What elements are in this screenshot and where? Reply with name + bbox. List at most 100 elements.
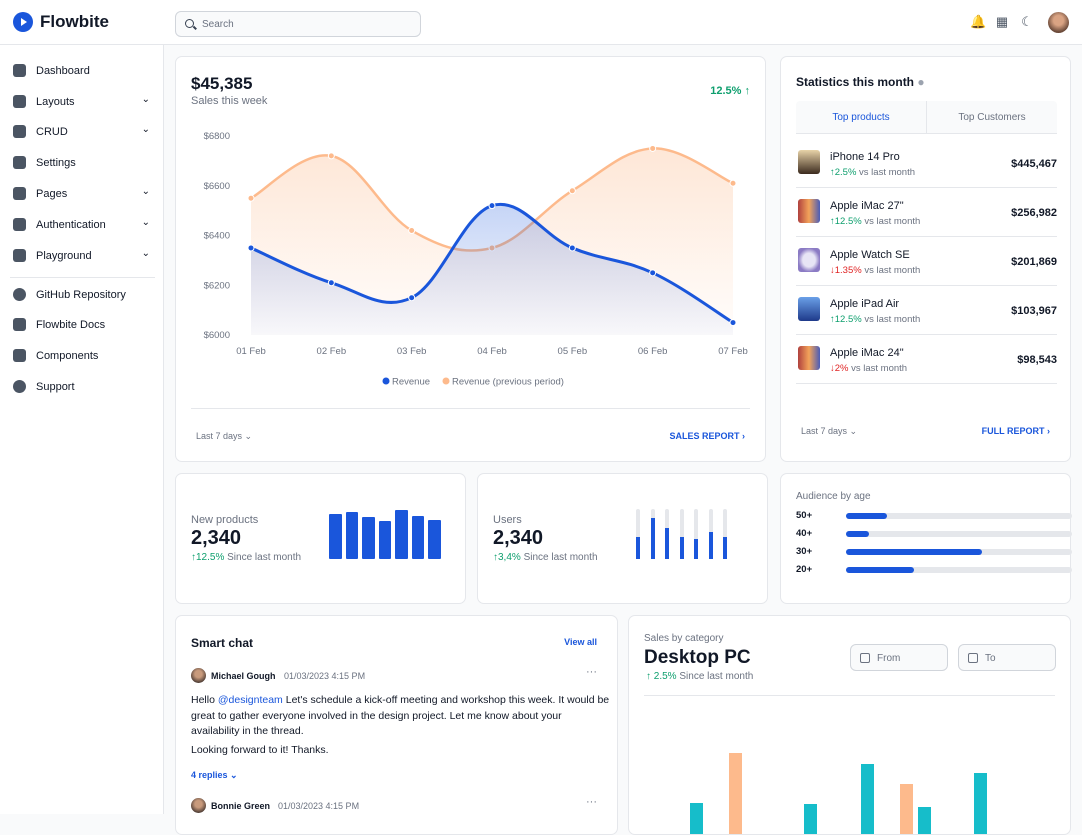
product-name: Apple Watch SE <box>830 249 910 261</box>
users-bar <box>723 537 727 559</box>
users-label: Users <box>493 514 522 526</box>
sidebar-link-0[interactable]: GitHub Repository <box>12 283 154 307</box>
product-image <box>798 248 820 272</box>
product-change: ↓2% vs last month <box>830 363 907 374</box>
sidebar-link-1[interactable]: Flowbite Docs <box>12 313 154 337</box>
sidebar-link-2[interactable]: Components <box>12 344 154 368</box>
sidebar-item-pages[interactable]: Pages ⌄ <box>12 182 154 206</box>
from-date-input[interactable]: From <box>850 644 948 671</box>
legend-label[interactable]: Revenue (previous period) <box>452 377 564 388</box>
chevron-down-icon: ⌄ <box>849 426 858 436</box>
bonnie-avatar <box>191 798 206 813</box>
age-bar-fill <box>846 531 869 537</box>
x-tick-label: 04 Feb <box>477 346 507 357</box>
data-point[interactable] <box>649 144 657 152</box>
message-author: Michael Gough <box>211 671 276 681</box>
product-row: iPhone 14 Pro ↑2.5% vs last month $445,467 <box>796 139 1057 188</box>
sidebar-item-label: Playground <box>36 250 92 262</box>
product-change-note: vs last month <box>864 265 921 276</box>
age-bar-track <box>846 567 1072 573</box>
data-point[interactable] <box>729 179 737 187</box>
lock-icon <box>13 218 26 231</box>
category-bar-orange <box>900 784 913 834</box>
sidebar-item-settings[interactable]: Settings <box>12 151 154 175</box>
product-change-note: vs last month <box>851 363 908 374</box>
tab-top-products[interactable]: Top products <box>832 112 890 123</box>
info-icon[interactable]: ● <box>917 75 925 89</box>
product-change-value: 2% <box>834 363 849 374</box>
message-greeting: Hello <box>191 694 215 706</box>
product-name: Apple iPad Air <box>830 298 900 310</box>
data-point[interactable] <box>247 194 255 202</box>
users-bar-track <box>650 509 655 559</box>
data-point[interactable] <box>327 279 335 287</box>
data-point[interactable] <box>247 244 255 252</box>
product-image <box>798 346 820 370</box>
new-products-label: New products <box>191 514 259 526</box>
data-point[interactable] <box>408 227 416 235</box>
arrow-up-icon: ↑ <box>646 671 651 682</box>
tab-top-customers[interactable]: Top Customers <box>958 112 1026 123</box>
product-value: $103,967 <box>1011 305 1057 317</box>
to-placeholder: To <box>985 653 996 664</box>
sales-by-category-card: Sales by category Desktop PC ↑ 2.5% Sinc… <box>628 615 1071 835</box>
data-point[interactable] <box>649 269 657 277</box>
product-image <box>798 297 820 321</box>
data-point[interactable] <box>568 187 576 195</box>
flowbite-logo-icon[interactable] <box>13 12 33 32</box>
sidebar-item-layouts[interactable]: Layouts ⌄ <box>12 90 154 114</box>
users-bar-track <box>694 509 698 559</box>
apps-grid-icon[interactable]: ▦ <box>995 14 1009 29</box>
chat-title: Smart chat <box>191 636 254 650</box>
more-options-icon[interactable]: ··· <box>586 666 597 678</box>
brand-name[interactable]: Flowbite <box>40 12 109 31</box>
sales-chart: $6800 $6600 $6400 $6200 $6000 01 Feb 02 Feb 03 … <box>204 131 748 388</box>
search-placeholder: Search <box>202 19 234 30</box>
moon-icon[interactable]: ☾ <box>1021 14 1033 29</box>
chevron-down-icon: ⌄ <box>141 94 150 105</box>
sidebar-link-3[interactable]: Support <box>12 375 154 399</box>
data-point[interactable] <box>568 244 576 252</box>
sidebar-link-label: GitHub Repository <box>36 289 126 301</box>
sales-change: 12.5% ↑ <box>710 85 750 97</box>
range-dropdown[interactable]: Last 7 days ⌄ <box>196 431 252 442</box>
stats-range-dropdown[interactable]: Last 7 days ⌄ <box>801 426 857 437</box>
new-products-bar <box>329 514 342 559</box>
replies-toggle[interactable]: 4 replies ⌄ <box>191 770 238 781</box>
chart-pie-icon <box>13 64 26 77</box>
sidebar-item-dashboard[interactable]: Dashboard <box>12 59 154 83</box>
user-avatar[interactable] <box>1048 12 1069 33</box>
to-date-input[interactable]: To <box>958 644 1056 671</box>
sidebar-item-authentication[interactable]: Authentication ⌄ <box>12 213 154 237</box>
mention-link[interactable]: @designteam <box>217 694 283 706</box>
range-label: Last 7 days <box>196 431 243 441</box>
sidebar-item-crud[interactable]: CRUD ⌄ <box>12 120 154 144</box>
more-options-icon[interactable]: ··· <box>586 796 597 808</box>
full-report-link[interactable]: FULL REPORT › <box>982 426 1050 436</box>
product-name: Apple iMac 27" <box>830 200 904 212</box>
search-input[interactable]: Search <box>175 11 421 37</box>
replies-label: 4 replies <box>191 770 228 780</box>
category-bar-teal <box>690 802 703 834</box>
data-point[interactable] <box>327 152 335 160</box>
new-products-note: Since last month <box>227 552 302 563</box>
arrow-up-icon: ↑ <box>830 167 835 178</box>
tab-divider <box>926 101 927 134</box>
product-change-note: vs last month <box>864 314 921 325</box>
cursor-click-icon <box>13 249 26 262</box>
users-note: Since last month <box>523 552 598 563</box>
data-point[interactable] <box>488 202 496 210</box>
data-point[interactable] <box>729 319 737 327</box>
sales-report-link[interactable]: SALES REPORT › <box>669 431 745 441</box>
view-all-link[interactable]: View all <box>564 637 597 647</box>
category-bar-orange <box>729 753 742 834</box>
data-point[interactable] <box>408 294 416 302</box>
sidebar-item-playground[interactable]: Playground ⌄ <box>12 244 154 268</box>
users-bar <box>665 528 669 559</box>
arrow-up-icon: ↑ <box>191 552 196 563</box>
full-report-label: FULL REPORT <box>981 426 1045 436</box>
legend-label[interactable]: Revenue <box>392 377 430 388</box>
product-change-note: vs last month <box>859 167 916 178</box>
new-products-bar-chart <box>329 504 444 559</box>
bell-icon[interactable]: 🔔 <box>970 14 987 29</box>
